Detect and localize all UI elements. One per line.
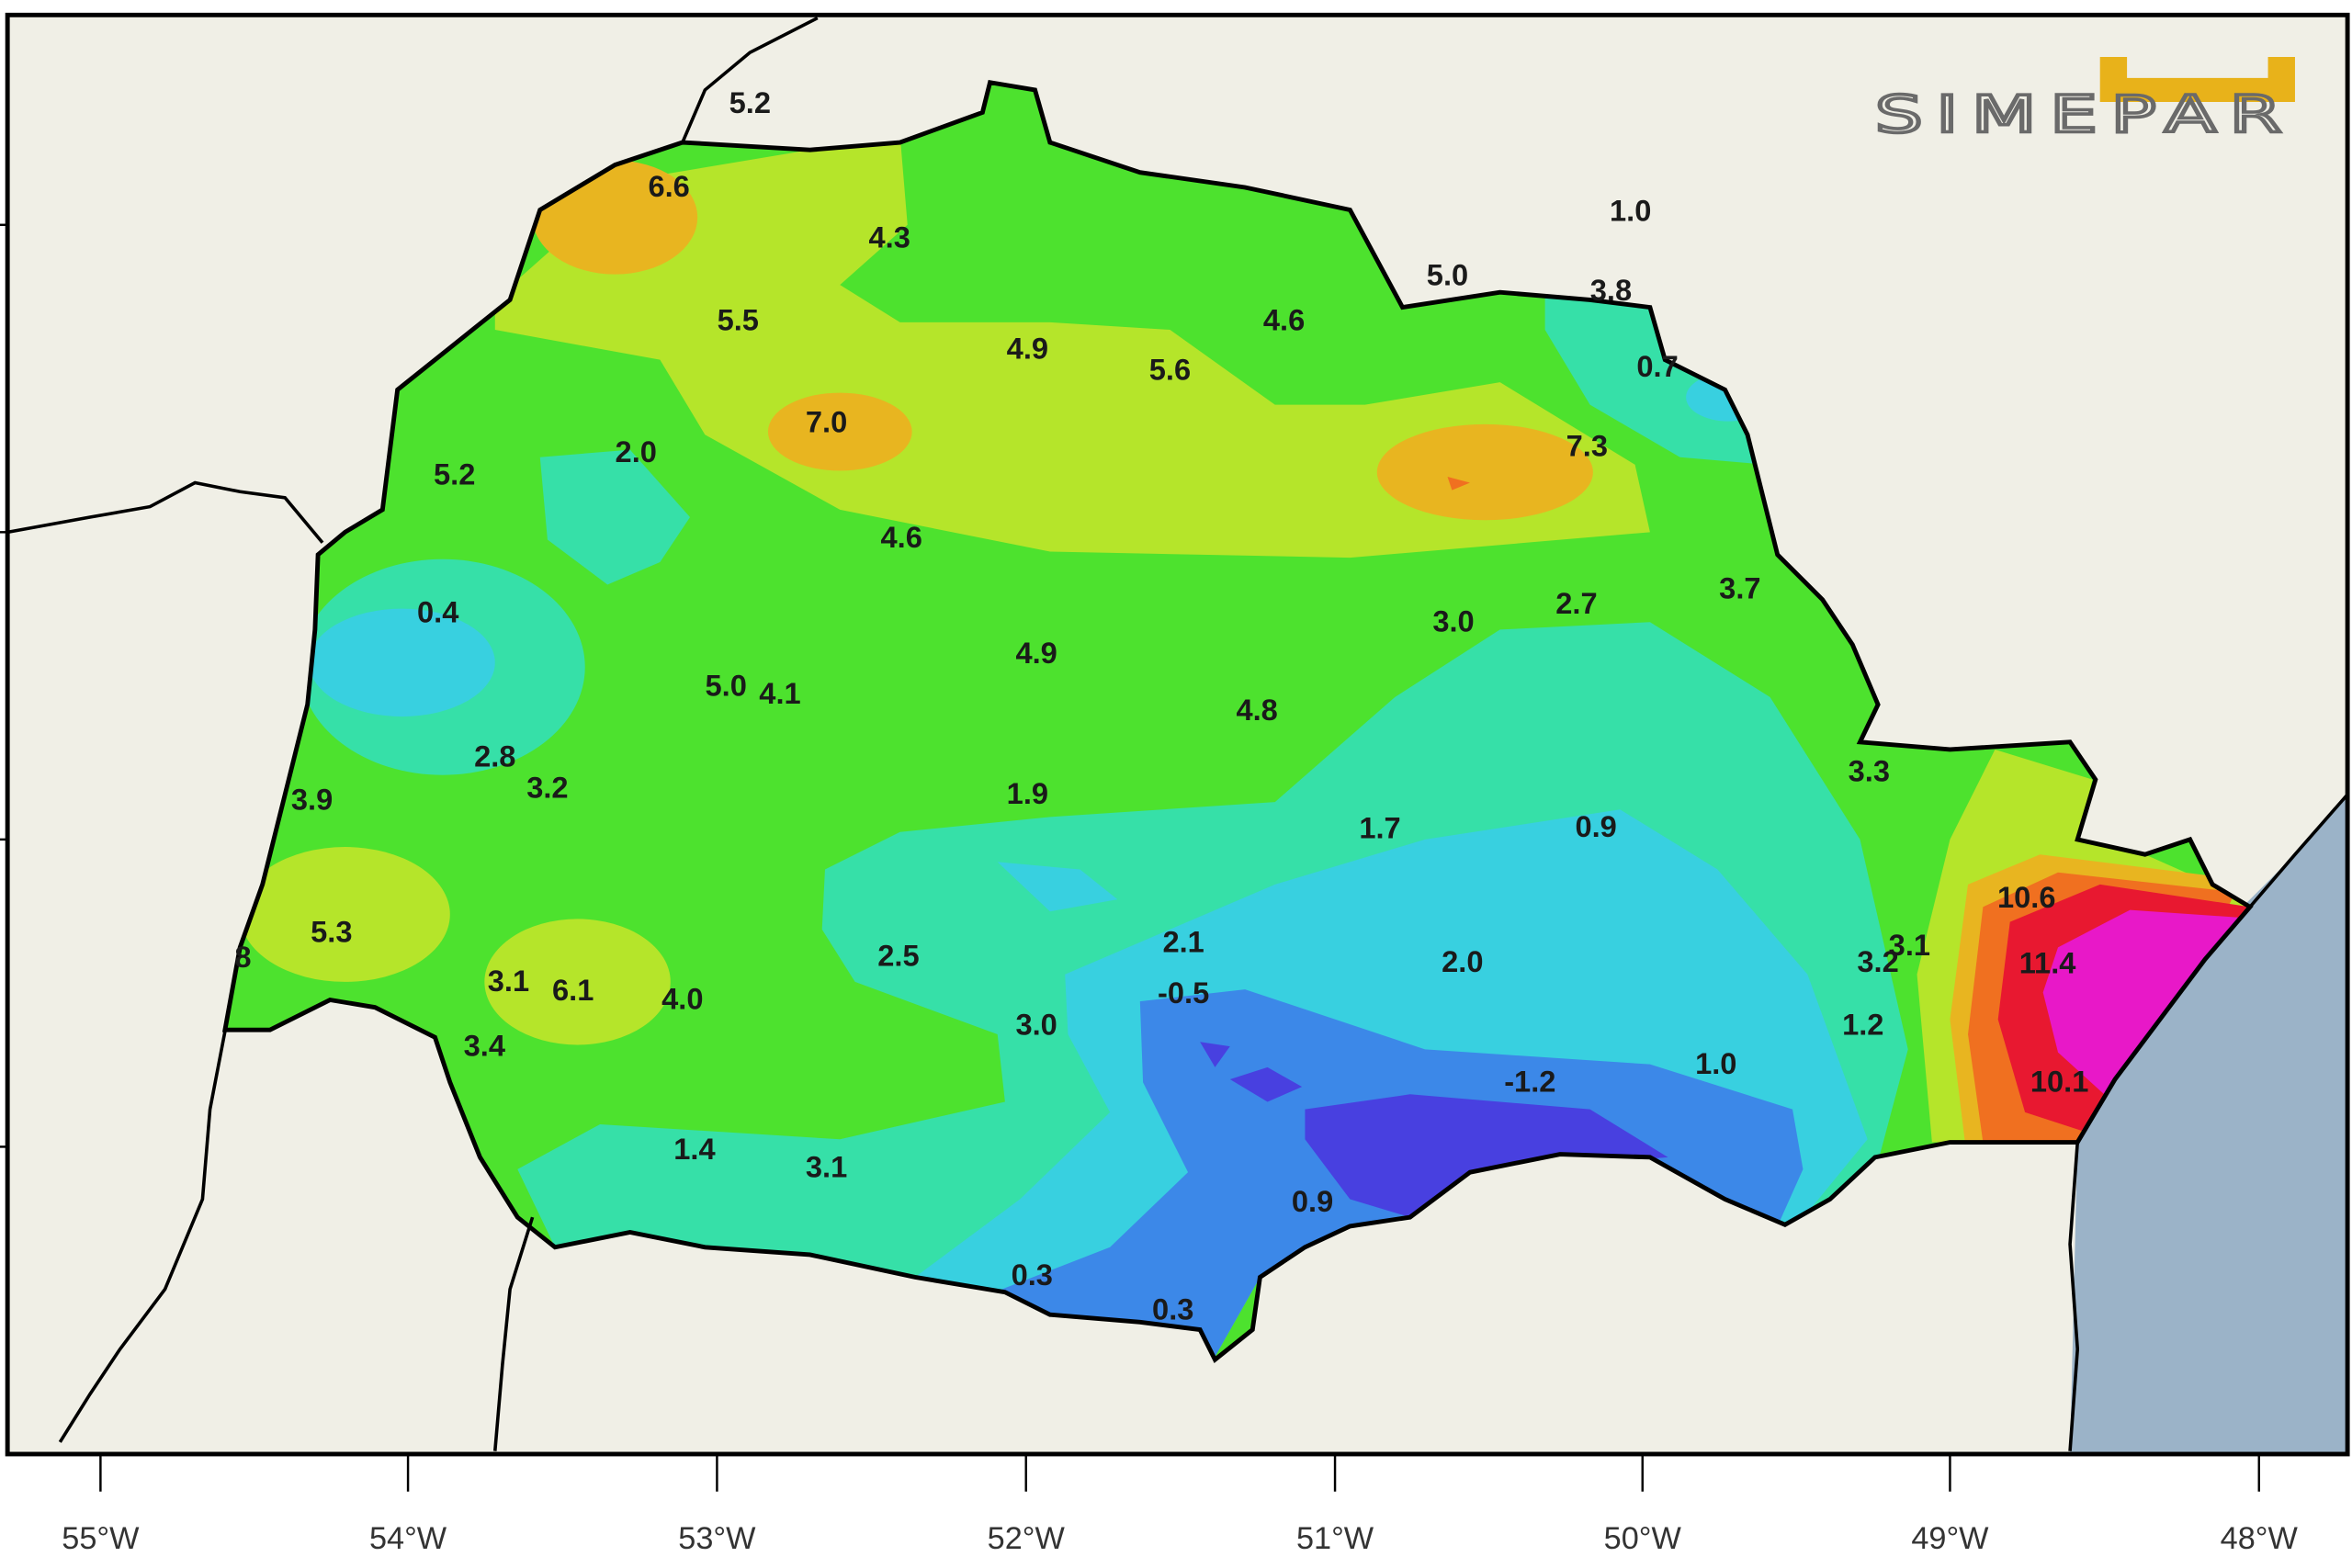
station-value-label: 0.3	[1012, 1258, 1053, 1292]
x-tick-label: 54°W	[369, 1521, 447, 1556]
station-value-label: 4.3	[868, 220, 910, 254]
station-value-label: 2.1	[1162, 925, 1204, 959]
coastline	[2248, 793, 2349, 908]
station-value-label: 2.5	[877, 938, 919, 972]
station-value-label: 4.8	[1236, 693, 1277, 727]
station-value-label: 5.2	[729, 85, 771, 119]
station-value-label: 3.0	[1432, 604, 1474, 638]
station-value-label: 4.6	[1263, 302, 1305, 336]
x-tick-label: 51°W	[1296, 1521, 1374, 1556]
x-axis: 55°W 54°W 53°W 52°W 51°W 50°W 49°W 48°W	[62, 1453, 2299, 1556]
station-value-label: -0.5	[1158, 976, 1209, 1010]
coastline	[2068, 1142, 2080, 1451]
contour-band-6to7	[767, 392, 912, 471]
station-value-label: 2.8	[474, 739, 515, 773]
station-value-label: 10.1	[2030, 1065, 2089, 1099]
logo-mark	[2099, 57, 2295, 102]
station-value-label: 5.5	[718, 302, 759, 336]
station-value-label: 4.1	[759, 676, 800, 710]
station-value-label: 1.9	[1007, 776, 1048, 810]
border-line	[6, 480, 324, 544]
x-tick-label: 53°W	[678, 1521, 756, 1556]
station-value-label: 0.9	[1575, 809, 1616, 843]
station-value-label: 3.1	[1889, 928, 1930, 962]
x-tick-label: 48°W	[2221, 1521, 2299, 1556]
contour-band-0to2	[309, 608, 495, 717]
station-value-label: 5.0	[706, 669, 747, 703]
station-value-label: 3.2	[526, 771, 568, 805]
station-value-label: 0.7	[1636, 349, 1678, 383]
station-value-label: 3.0	[1015, 1008, 1057, 1042]
station-value-label: 5.3	[311, 914, 352, 948]
station-value-label: 4.9	[1015, 636, 1057, 670]
station-value-label: 5.6	[1149, 352, 1191, 386]
station-value-label: 2.7	[1555, 586, 1597, 620]
station-value-label: 3.3	[1849, 754, 1890, 788]
station-value-label: 3.1	[488, 964, 529, 998]
contour-band-2to4	[539, 449, 691, 585]
station-value-label: 4.6	[881, 520, 922, 554]
station-value-label: 1.7	[1359, 811, 1400, 845]
station-value-label: 3.4	[464, 1028, 505, 1062]
station-value-label: 3.7	[1719, 571, 1760, 605]
x-tick-label: 49°W	[1911, 1521, 1989, 1556]
simepar-logo: SIMEPAR	[1873, 57, 2295, 146]
station-value-label: 11.4	[2019, 946, 2076, 980]
station-value-label: 1.0	[1695, 1046, 1736, 1080]
station-value-label: 2.0	[616, 434, 657, 468]
x-tick-label: 50°W	[1604, 1521, 1682, 1556]
station-value-label: 5.2	[434, 457, 475, 491]
contour-peak-7plus	[1447, 476, 1470, 491]
map-frame	[5, 12, 2350, 1457]
left-ticks	[0, 223, 8, 1148]
x-tick-label: 55°W	[62, 1521, 140, 1556]
state-border	[221, 79, 2254, 1363]
station-value-label: 8	[234, 940, 251, 974]
sea	[2070, 794, 2348, 1454]
contour-band-6to7	[1376, 423, 1593, 521]
station-value-label: 10.6	[1997, 880, 2056, 914]
station-value-label: 7.3	[1566, 429, 1608, 463]
contour-band-below-neg2	[1229, 1066, 1303, 1102]
station-value-label: 7.0	[806, 404, 847, 438]
station-value-label: 1.2	[1842, 1008, 1883, 1042]
station-value-label: 6.6	[648, 169, 689, 203]
station-value-label: 4.9	[1007, 332, 1048, 366]
contour-band-above-11	[2042, 909, 2238, 1098]
border-line	[492, 1216, 535, 1451]
station-value-label: 1.0	[1610, 193, 1651, 227]
station-value-label: 5.0	[1427, 258, 1468, 292]
neighbor-borders	[6, 16, 2349, 1451]
station-value-label: 3.8	[1590, 273, 1632, 307]
x-tick-label: 52°W	[988, 1521, 1066, 1556]
contour-band-5to6	[484, 919, 671, 1045]
contour-band-5to6	[240, 847, 450, 982]
border-line	[58, 1031, 227, 1443]
logo-text: SIMEPAR	[1875, 85, 2295, 145]
station-value-label: 0.9	[1292, 1184, 1333, 1218]
station-value-label: 0.4	[417, 595, 458, 629]
contour-band-below-neg2	[1305, 1094, 1668, 1218]
station-value-label: 1.4	[673, 1132, 715, 1166]
station-labels: 5.2 6.6 4.3 5.5 4.9 5.6 4.6 5.0 1.0 3.8 0.7 7.0 7.3 2…	[234, 85, 2088, 1326]
station-value-label: 0.3	[1152, 1292, 1193, 1326]
station-value-label: 3.1	[806, 1150, 847, 1184]
station-value-label: 6.1	[552, 973, 594, 1007]
station-value-label: 4.0	[662, 982, 703, 1016]
contour-band-0to2	[997, 862, 1118, 912]
station-value-label: 3.9	[291, 783, 333, 817]
border-line	[681, 16, 819, 143]
station-value-label: -1.2	[1504, 1065, 1555, 1099]
contour-band-below-neg2	[1200, 1042, 1230, 1067]
station-value-label: 2.0	[1442, 944, 1483, 978]
station-value-label: 3.2	[1857, 944, 1898, 978]
